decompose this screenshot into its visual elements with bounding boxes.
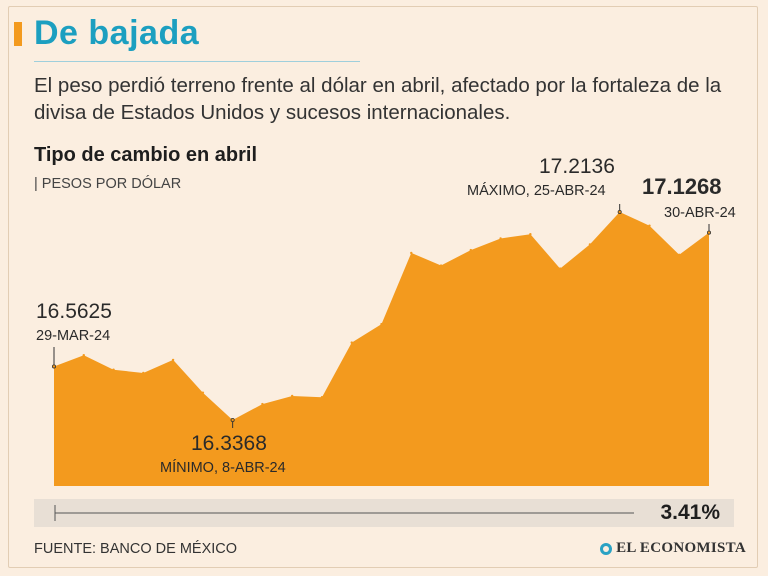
change-percent: 3.41% <box>660 501 720 524</box>
accent-bar <box>14 22 22 46</box>
headline: De bajada <box>34 14 200 52</box>
logo-icon <box>600 542 613 555</box>
lede-text: El peso perdió terreno frente al dólar e… <box>34 74 722 124</box>
min-date-label: MÍNIMO, 8-ABR-24 <box>160 460 286 476</box>
end-date-label: 30-ABR-24 <box>664 205 736 221</box>
source-note: FUENTE: BANCO DE MÉXICO <box>34 541 238 557</box>
headline-rule <box>34 61 360 62</box>
logo-text: EL ECONOMISTA <box>616 540 746 556</box>
change-bar: 3.41% <box>34 499 734 527</box>
max-date-label: MÁXIMO, 25-ABR-24 <box>467 183 606 199</box>
publisher-logo: EL ECONOMISTA <box>600 540 746 557</box>
chart-unit-label: | PESOS POR DÓLAR <box>34 176 182 192</box>
start-value-label: 16.5625 <box>36 300 112 323</box>
start-date-label: 29-MAR-24 <box>36 328 111 344</box>
frame <box>8 6 758 568</box>
max-value-label: 17.2136 <box>539 155 615 178</box>
chart-title: Tipo de cambio en abril <box>34 144 258 166</box>
end-value-label: 17.1268 <box>642 174 722 199</box>
min-value-label: 16.3368 <box>191 432 267 455</box>
change-range-line <box>54 505 634 521</box>
